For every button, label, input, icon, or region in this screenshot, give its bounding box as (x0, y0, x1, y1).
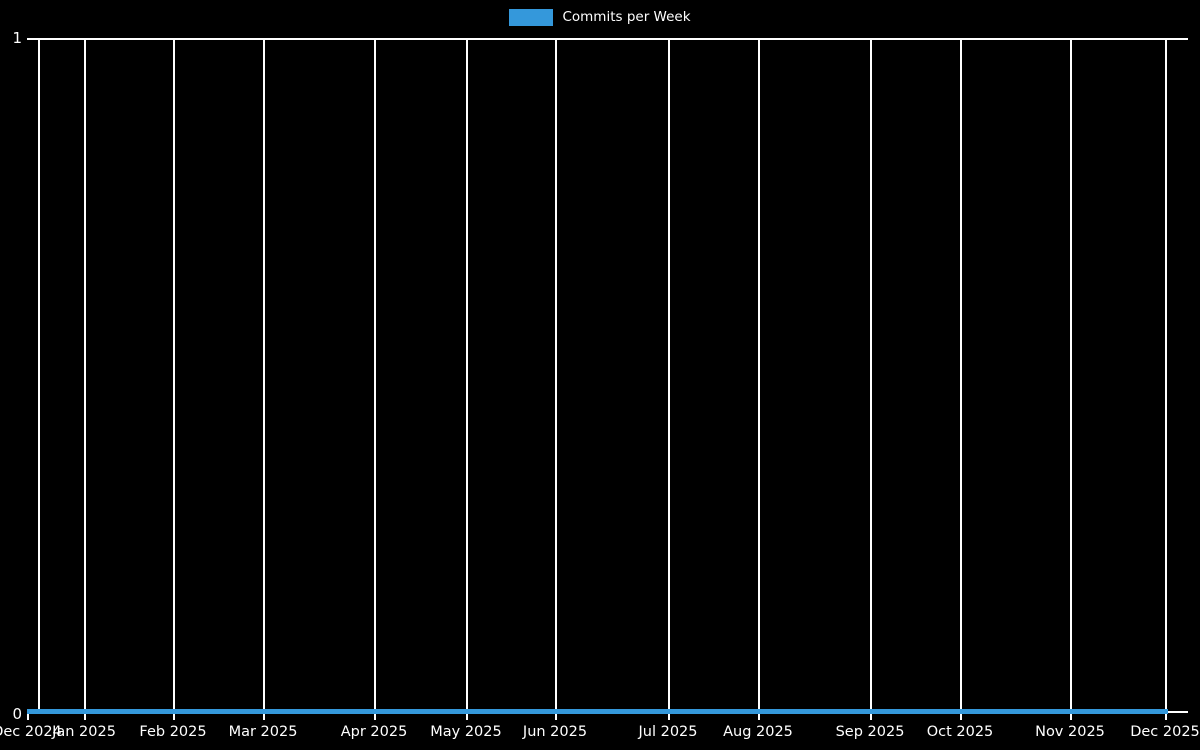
x-axis-tick-label-2: Feb 2025 (139, 724, 207, 740)
gridline-vertical-12 (1165, 38, 1167, 713)
x-axis-tick-label-7: Jul 2025 (638, 724, 698, 740)
x-axis-tick-mark-12 (1165, 713, 1167, 720)
gridline-vertical-10 (960, 38, 962, 713)
x-axis-tick-label-4: Apr 2025 (340, 724, 408, 740)
x-axis-tick-mark-8 (758, 713, 760, 720)
x-axis-tick-label-1: Jan 2025 (52, 724, 116, 740)
axis-top-spine (27, 38, 1188, 40)
legend-swatch-commits-per-week (509, 8, 554, 26)
x-axis-tick-mark-3 (263, 713, 265, 720)
gridline-vertical-0 (38, 38, 40, 713)
gridline-vertical-1 (84, 38, 86, 713)
gridline-vertical-9 (870, 38, 872, 713)
gridline-vertical-4 (374, 38, 376, 713)
legend-label-commits-per-week: Commits per Week (562, 8, 691, 25)
x-axis-tick-mark-7 (668, 713, 670, 720)
x-axis-tick-label-6: Jun 2025 (522, 724, 588, 740)
gridline-vertical-2 (173, 38, 175, 713)
y-axis-tick-label-top: 1 (12, 29, 22, 47)
x-axis-tick-mark-2 (173, 713, 175, 720)
gridline-vertical-6 (555, 38, 557, 713)
x-axis-tick-label-12: Dec 2025 (1130, 724, 1200, 740)
x-axis-tick-mark-0 (27, 713, 29, 720)
plot-area (27, 38, 1188, 713)
gridline-vertical-7 (668, 38, 670, 713)
x-axis-tick-mark-1 (84, 713, 86, 720)
x-axis-tick-mark-5 (466, 713, 468, 720)
x-axis-tick-label-9: Sep 2025 (835, 724, 905, 740)
x-axis-tick-label-11: Nov 2025 (1035, 724, 1105, 740)
x-axis-tick-label-0: Dec 2024 (0, 724, 62, 740)
x-axis-tick-label-10: Oct 2025 (926, 724, 994, 740)
x-axis-tick-mark-10 (960, 713, 962, 720)
gridline-vertical-8 (758, 38, 760, 713)
x-axis-tick-mark-9 (870, 713, 872, 720)
x-axis-tick-label-8: Aug 2025 (723, 724, 793, 740)
y-axis-tick-label-bottom: 0 (12, 705, 22, 723)
x-axis-tick-label-5: May 2025 (430, 724, 502, 740)
gridline-vertical-3 (263, 38, 265, 713)
x-axis-tick-mark-4 (374, 713, 376, 720)
x-axis-tick-mark-6 (555, 713, 557, 720)
x-axis-tick-mark-11 (1070, 713, 1072, 720)
series-line-commits-per-week (27, 709, 1168, 714)
x-axis-tick-label-3: Mar 2025 (228, 724, 298, 740)
chart-legend: Commits per Week (0, 7, 1200, 27)
gridline-vertical-11 (1070, 38, 1072, 713)
gridline-vertical-5 (466, 38, 468, 713)
